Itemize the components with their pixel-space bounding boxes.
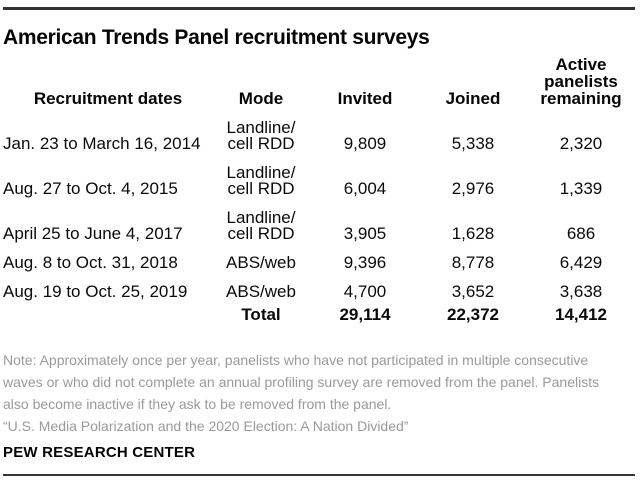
cell-mode: Landline/ cell RDD (226, 163, 296, 198)
cell-dates: Aug. 19 to Oct. 25, 2019 (3, 282, 188, 301)
cell-remaining: 1,339 (559, 179, 603, 198)
cell-invited: 3,905 (343, 224, 387, 243)
bottom-divider (3, 474, 635, 476)
cell-dates: Aug. 8 to Oct. 31, 2018 (3, 253, 178, 272)
cell-mode: Landline/ cell RDD (226, 208, 296, 243)
cell-invited: 6,004 (343, 179, 387, 198)
table-row: Aug. 8 to Oct. 31, 2018 ABS/web 9,396 8,… (3, 242, 637, 271)
column-header-mode: Mode (238, 89, 284, 108)
column-header-recruitment-dates: Recruitment dates (33, 89, 183, 108)
cell-remaining: 2,320 (559, 134, 603, 153)
header-row: Recruitment dates Mode Invited Joined Ac… (3, 53, 637, 107)
cell-dates: April 25 to June 4, 2017 (3, 224, 183, 243)
table-total-row: Total 29,114 22,372 14,412 (3, 300, 637, 328)
table-row: April 25 to June 4, 2017 Landline/ cell … (3, 197, 637, 242)
cell-joined: 5,338 (451, 134, 495, 153)
cell-mode: ABS/web (226, 282, 296, 301)
cell-dates: Aug. 27 to Oct. 4, 2015 (3, 179, 178, 198)
cell-joined: 8,778 (451, 253, 495, 272)
column-header-invited: Invited (337, 89, 393, 108)
table-header: Recruitment dates Mode Invited Joined Ac… (3, 53, 637, 107)
table-row: Jan. 23 to March 16, 2014 Landline/ cell… (3, 107, 637, 152)
table-row: Aug. 19 to Oct. 25, 2019 ABS/web 4,700 3… (3, 271, 637, 300)
cell-invited: 4,700 (343, 282, 387, 301)
note-text: Note: Approximately once per year, panel… (3, 352, 600, 412)
cell-total-invited: 29,114 (339, 305, 391, 324)
cell-dates: Jan. 23 to March 16, 2014 (3, 134, 201, 153)
cell-joined: 1,628 (451, 224, 495, 243)
pew-research-center-wordmark: PEW RESEARCH CENTER (3, 444, 196, 461)
cell-mode: ABS/web (226, 253, 296, 272)
top-divider (3, 7, 635, 10)
cell-invited: 9,396 (343, 253, 387, 272)
cell-invited: 9,809 (343, 134, 387, 153)
table-row: Aug. 27 to Oct. 4, 2015 Landline/ cell R… (3, 152, 637, 197)
cell-mode: Landline/ cell RDD (226, 118, 296, 153)
column-header-joined: Joined (445, 89, 501, 108)
data-table: Recruitment dates Mode Invited Joined Ac… (3, 53, 637, 328)
cell-total-joined: 22,372 (447, 305, 499, 324)
cell-remaining: 6,429 (559, 253, 603, 272)
column-header-active-panelists-remaining: Active panelists remaining (540, 55, 622, 108)
cell-total-remaining: 14,412 (555, 305, 607, 324)
source-text: “U.S. Media Polarization and the 2020 El… (3, 418, 409, 434)
cell-total-label: Total (241, 305, 281, 324)
cell-joined: 2,976 (451, 179, 495, 198)
page-title: American Trends Panel recruitment survey… (3, 26, 430, 49)
cell-remaining: 3,638 (559, 282, 603, 301)
cell-remaining: 686 (566, 224, 596, 243)
cell-joined: 3,652 (451, 282, 495, 301)
cell-total-spacer (3, 300, 213, 328)
